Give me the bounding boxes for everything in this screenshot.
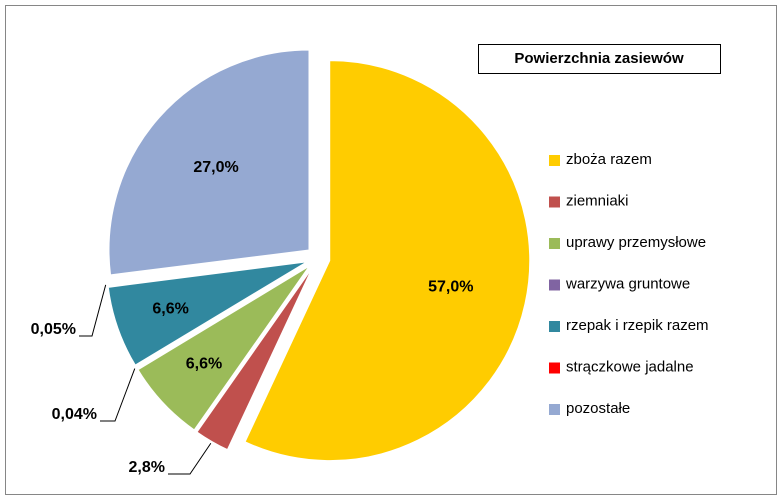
pie-slice (108, 49, 310, 276)
title-box (478, 44, 721, 74)
pie-slice (196, 268, 313, 451)
legend-label: uprawy przemysłowe (566, 234, 706, 251)
legend-swatch (549, 155, 560, 166)
legend-swatch (549, 279, 560, 291)
legend-swatch (549, 196, 560, 208)
leader-line (100, 368, 136, 422)
leader-line (168, 442, 212, 475)
pie-slice (135, 263, 308, 369)
data-label: 6,6% (186, 356, 222, 373)
pie-slice (107, 259, 307, 286)
data-label: 6,6% (152, 300, 188, 317)
legend-swatch (549, 321, 560, 332)
legend-label: ziemniaki (566, 192, 629, 209)
chart-title: Powierzchnia zasiewów (514, 50, 684, 67)
data-label: 2,8% (129, 459, 165, 476)
legend-label: warzywa gruntowe (565, 275, 690, 292)
data-label: 0,05% (31, 321, 76, 338)
legend-swatch (549, 362, 560, 374)
pie-slice (137, 265, 310, 431)
legend-label: pozostałe (566, 400, 630, 417)
legend-label: strączkowe jadalne (566, 358, 694, 375)
pie-slice (244, 60, 531, 462)
data-label: 0,04% (52, 406, 97, 423)
legend-swatch (549, 404, 560, 415)
data-label: 27,0% (193, 159, 238, 176)
data-label: 57,0% (428, 279, 473, 296)
pie-slice (107, 261, 307, 366)
leader-line (79, 284, 107, 337)
legend-label: rzepak i rzepik razem (566, 317, 709, 334)
legend-label: zboża razem (566, 151, 652, 168)
legend-swatch (549, 238, 560, 249)
